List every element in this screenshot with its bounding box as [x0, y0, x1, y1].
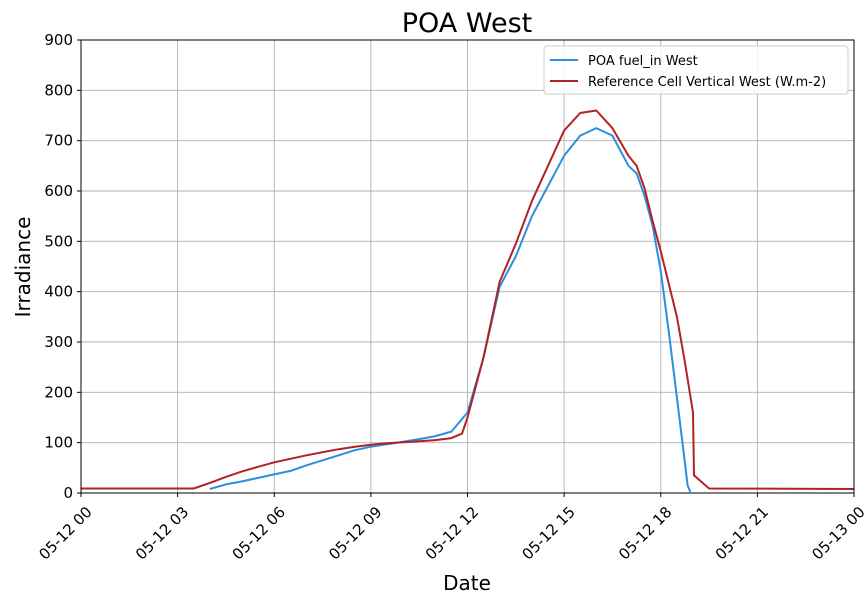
x-tick-label: 05-12 21 — [712, 503, 772, 563]
x-tick-label: 05-12 03 — [132, 503, 192, 563]
y-tick-label: 600 — [44, 182, 73, 200]
x-tick-label: 05-12 06 — [229, 503, 289, 563]
x-tick-label: 05-12 18 — [615, 503, 675, 563]
y-axis-label: Irradiance — [11, 217, 35, 318]
grid — [80, 39, 855, 494]
x-tick-label: 05-12 15 — [518, 503, 578, 563]
x-axis-ticks: 05-12 00 05-12 03 05-12 06 05-12 09 05-12 12… — [35, 493, 865, 563]
y-axis-ticks: 0 100 200 300 400 500 600 700 800 900 — [44, 31, 81, 502]
series-lines — [81, 109, 855, 493]
legend-label-1: POA fuel_in West — [588, 54, 698, 69]
y-tick-label: 800 — [44, 81, 73, 99]
chart-title: POA West — [402, 8, 533, 39]
y-tick-label: 400 — [44, 283, 73, 301]
x-axis-label: Date — [443, 571, 491, 595]
y-tick-label: 900 — [44, 31, 73, 49]
legend: POA fuel_in West Reference Cell Vertical … — [543, 45, 849, 95]
x-tick-label: 05-13 00 — [808, 503, 865, 563]
y-tick-label: 100 — [44, 434, 73, 452]
y-tick-label: 700 — [44, 132, 73, 150]
y-tick-label: 0 — [63, 484, 73, 502]
legend-label-2: Reference Cell Vertical West (W.m-2) — [588, 75, 826, 90]
y-tick-label: 500 — [44, 232, 73, 250]
y-tick-label: 200 — [44, 383, 73, 401]
x-tick-label: 05-12 09 — [325, 503, 385, 563]
series-line-2 — [81, 109, 855, 490]
y-tick-label: 300 — [44, 333, 73, 351]
x-tick-label: 05-12 12 — [422, 503, 482, 563]
x-tick-label: 05-12 00 — [35, 503, 95, 563]
legend-box — [543, 45, 849, 95]
